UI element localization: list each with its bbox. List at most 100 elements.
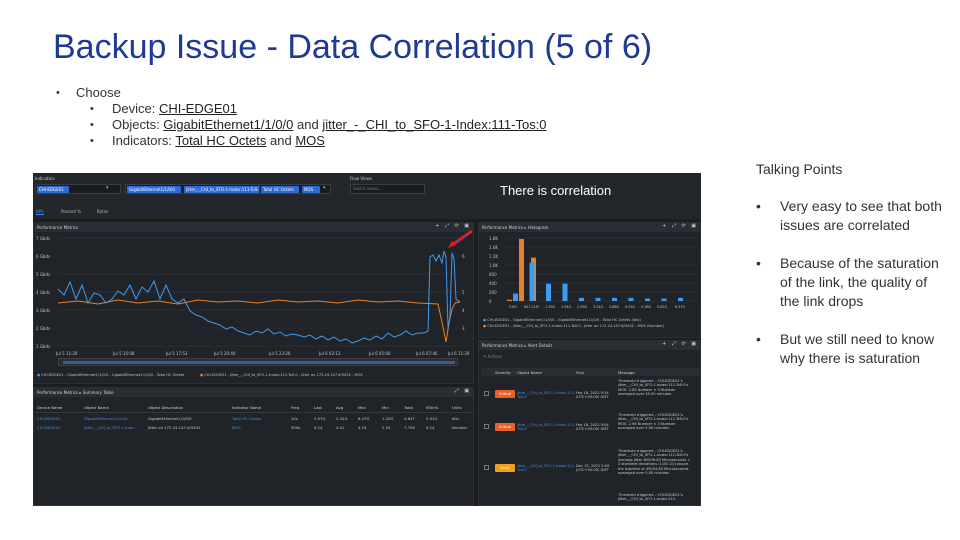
column-header[interactable]: 95th% xyxy=(426,405,439,410)
alert-row[interactable]: Error jitter_-_CHI_to_SFO-1-Index:111-To… xyxy=(481,449,693,493)
y-tick-label: 7 Gbits xyxy=(36,236,51,241)
alert-message: Threshold triggered – CHI-EDGE01's jitte… xyxy=(618,379,689,397)
annotation-arrow xyxy=(448,229,473,248)
flow-views-select[interactable]: Select views... xyxy=(350,184,425,194)
legend-marker: ● xyxy=(200,373,204,377)
column-header[interactable]: Object Name xyxy=(517,370,542,375)
time-range-slider[interactable] xyxy=(58,358,458,366)
histogram-bar-octets xyxy=(678,297,683,301)
cell-max: 4.15 xyxy=(358,425,367,430)
indicators-filter-label: Indicators xyxy=(35,176,55,181)
alert-row[interactable]: Threshold triggered – CHI-EDGE01's jitte… xyxy=(481,493,693,505)
y-tick-label: 600 xyxy=(489,272,497,277)
filter-chip[interactable]: MOS xyxy=(302,186,320,193)
x-tick-label: Jul 5 23:26 xyxy=(269,351,291,356)
row-checkbox[interactable] xyxy=(484,465,489,470)
alert-object[interactable]: jitter_-_CHI_to_SFO-1-Index:111-ToS:0 xyxy=(517,391,576,400)
panel-toolbar-icons[interactable]: + ⤢ ⟳ ▣ xyxy=(662,341,698,347)
panel-title: Performance Metrics ▸ Summary Table xyxy=(34,388,473,397)
indicator-link-octets[interactable]: Total HC Octets xyxy=(175,133,267,148)
severity-badge: Error xyxy=(495,464,515,472)
cell-min: 1.20G xyxy=(382,416,394,421)
object-link-interface[interactable]: GigabitEthernet1/1/0/0 xyxy=(163,117,294,132)
cell-object[interactable]: jitter_-_CHI_to_SFO-1-Inde... xyxy=(84,425,138,430)
column-header[interactable]: Freq xyxy=(291,405,300,410)
cell-object[interactable]: GigabitEthernet1/1/0/0 xyxy=(84,416,128,421)
tab-percent[interactable]: Percent % xyxy=(61,209,82,214)
talking-points-title: Talking Points xyxy=(756,161,843,177)
histogram-bar-octets xyxy=(546,283,551,301)
chevron-down-icon[interactable]: ▾ xyxy=(106,185,109,191)
column-header[interactable]: Object Description xyxy=(148,405,184,410)
filter-chip[interactable]: GigabitEthernet1/1/0/0 xyxy=(127,186,181,193)
histogram-bar-octets xyxy=(579,297,584,301)
row-checkbox[interactable] xyxy=(484,391,489,396)
y-tick-label: 6 Gbits xyxy=(36,254,51,259)
alert-message: Threshold triggered – CHI-EDGE01's jitte… xyxy=(618,413,689,431)
alert-message: Threshold triggered – CHI-EDGE01's jitte… xyxy=(618,449,691,476)
actions-button[interactable]: ✎ Actions xyxy=(483,354,502,359)
x-tick-label: 2.59G xyxy=(577,305,588,309)
talking-point: Very easy to see that both issues are co… xyxy=(756,197,946,235)
column-header[interactable]: First xyxy=(576,370,584,375)
column-header[interactable]: Last xyxy=(314,405,322,410)
column-header[interactable]: Total xyxy=(404,405,413,410)
column-header[interactable]: Avg xyxy=(336,405,344,410)
panel-toolbar-icons[interactable]: + ⤢ ⟳ ▣ xyxy=(662,223,698,229)
panel-title: Performance Metrics ▸ Histogram xyxy=(479,223,700,232)
column-header[interactable]: Message xyxy=(618,370,635,375)
row-checkbox[interactable] xyxy=(484,424,489,429)
talking-point: Because of the saturation of the link, t… xyxy=(756,254,946,311)
filter-bar: Indicators CHI-EDGE01 ▾ GigabitEthernet1… xyxy=(33,173,701,219)
panel-toolbar-icons[interactable]: ⤢ ▣ xyxy=(454,388,471,394)
severity-badge: Critical xyxy=(495,423,515,431)
cell-freq: 300s xyxy=(291,425,301,430)
column-header[interactable]: Device Name xyxy=(37,405,63,410)
column-header[interactable]: Max xyxy=(358,405,366,410)
histogram-bar-octets xyxy=(562,283,568,301)
indicator-link-mos[interactable]: MOS xyxy=(295,133,325,148)
slider-track xyxy=(63,361,455,364)
x-tick-label: 1.94G xyxy=(561,305,572,309)
histogram-bar-octets xyxy=(628,297,634,301)
alert-object[interactable]: jitter_-_CHI_to_SFO-1-Index:111-ToS:0 xyxy=(517,423,576,432)
chevron-down-icon[interactable]: ▾ xyxy=(323,185,326,191)
indicator-filter[interactable]: Total HC Octets MOS ▾ xyxy=(259,184,331,194)
panel-toolbar-icons[interactable]: + ⤢ ⟳ ▣ xyxy=(435,223,471,229)
object-link-jitter[interactable]: jitter_-_CHI_to_SFO-1-Index:111-Tos:0 xyxy=(322,117,547,132)
device-filter[interactable]: CHI-EDGE01 ▾ xyxy=(35,184,121,194)
y-right-tick-label: 5 xyxy=(462,290,465,295)
alert-row[interactable]: Critical jitter_-_CHI_to_SFO-1-Index:111… xyxy=(481,413,693,447)
device-link[interactable]: CHI-EDGE01 xyxy=(158,101,237,116)
alert-object[interactable]: jitter_-_CHI_to_SFO-1-Index:111-ToS:0 xyxy=(517,464,576,473)
x-tick-label: 647.21M xyxy=(524,305,539,309)
column-header[interactable]: Units xyxy=(452,405,462,410)
filter-chip[interactable]: jitter_-_CHI_to_SFO-1-Index:111-ToS:0 xyxy=(184,186,269,193)
column-header[interactable]: Min xyxy=(382,405,389,410)
x-tick-label: Jul 6 07:46 xyxy=(416,351,438,356)
x-tick-label: 5.82G xyxy=(657,305,668,309)
column-header[interactable]: Indicator Name xyxy=(232,405,262,410)
cell-device[interactable]: CHI-EDGE01 xyxy=(37,425,61,430)
legend-octets: ● CHI-EDGE01 - GigabitEthernet1/1/0/0 - … xyxy=(37,373,184,377)
cell-device[interactable]: CHI-EDGE01 xyxy=(37,416,61,421)
x-tick-label: Jul 5 17:53 xyxy=(166,351,188,356)
tab-bytes[interactable]: Bytes xyxy=(97,209,109,214)
alert-first: Dec 15, 2021 9:09 (UTC+00:00) GMT xyxy=(576,464,610,473)
tab-bps[interactable]: BPS xyxy=(36,209,44,215)
legend-text: CHI-EDGE01 - GigabitEthernet1/1/0/0 - Gi… xyxy=(41,373,185,377)
severity-badge: Critical xyxy=(495,390,515,398)
filter-chip[interactable]: CHI-EDGE01 xyxy=(37,186,69,193)
legend-marker: ● xyxy=(37,373,41,377)
talking-points: Talking Points Very easy to see that bot… xyxy=(756,160,946,387)
cell-avg: 2.42G xyxy=(336,416,348,421)
cell-indicator[interactable]: Total HC Octets xyxy=(232,416,262,421)
alert-row[interactable]: Critical jitter_-_CHI_to_SFO-1-Index:111… xyxy=(481,379,693,413)
indicators-label: Indicators: xyxy=(112,133,176,148)
cell-description: GigabitEthernet1/1/0/0 xyxy=(148,416,192,421)
cell-indicator[interactable]: MOS xyxy=(232,425,241,430)
column-header[interactable]: Severity xyxy=(495,370,511,375)
x-tick-label: 3.88G xyxy=(609,305,620,309)
column-header[interactable]: Object Name xyxy=(84,405,109,410)
filter-chip[interactable]: Total HC Octets xyxy=(261,186,299,193)
